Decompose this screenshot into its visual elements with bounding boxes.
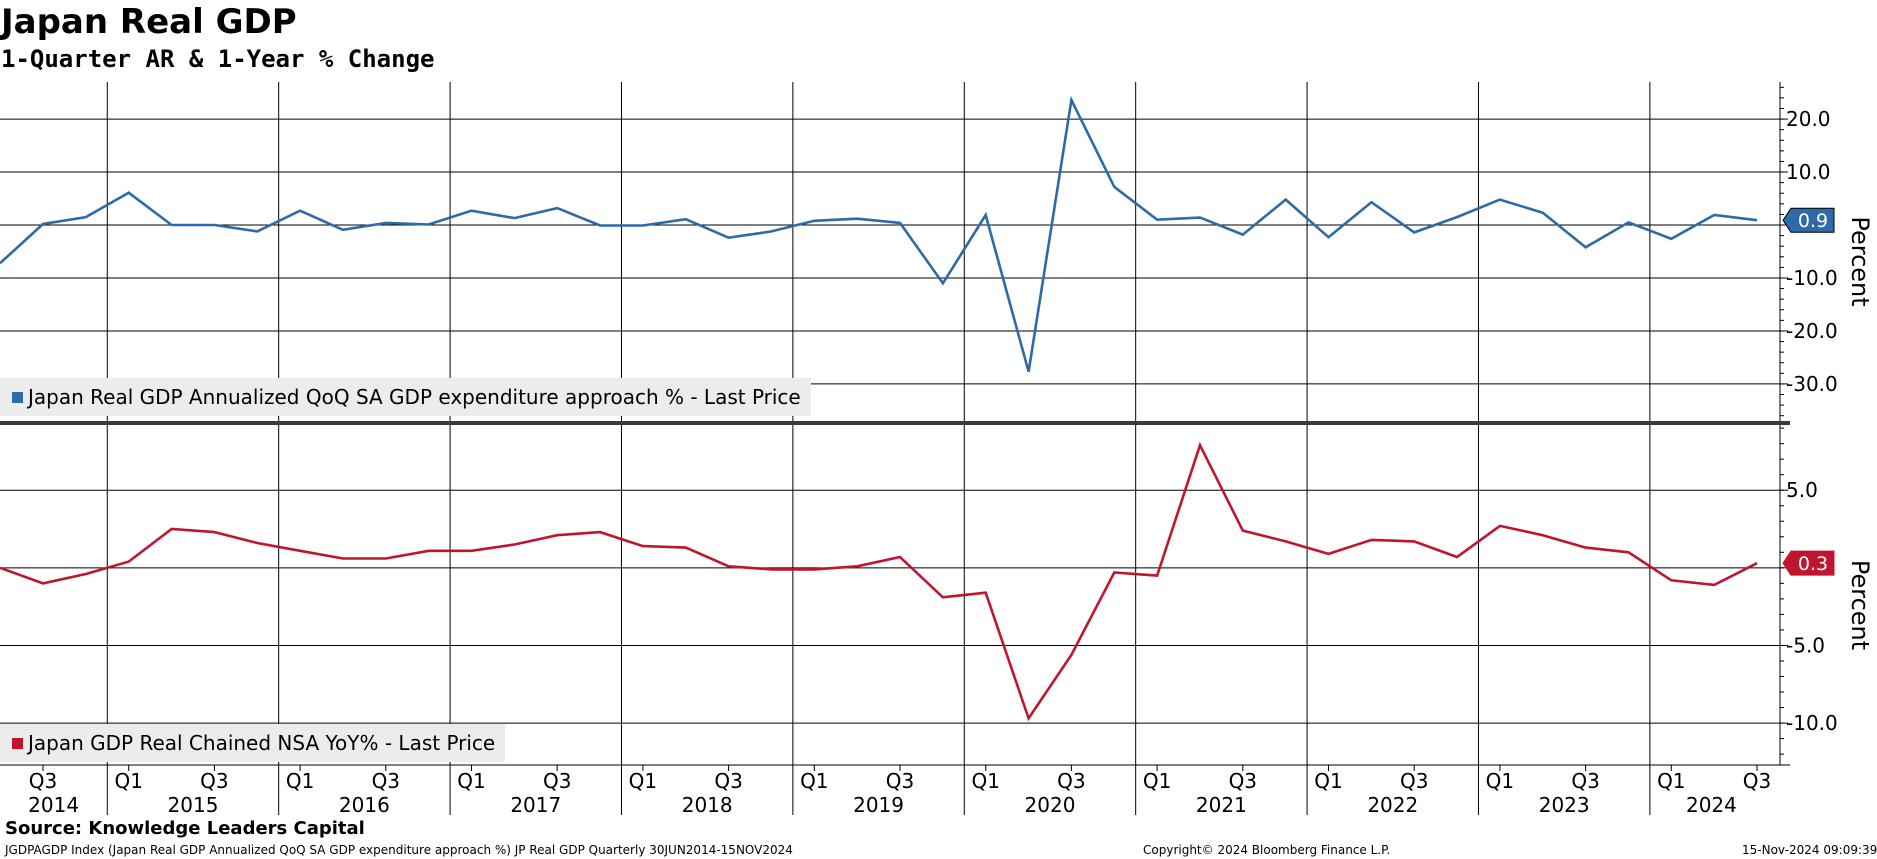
x-tick-label: Q1 [1314,769,1342,793]
series-line-yoy [0,441,1758,722]
y-axis-title: Percent [1846,216,1874,306]
footer-ticker-info: JGDPAGDP Index (Japan Real GDP Annualize… [5,843,793,857]
x-tick-label: Q3 [543,769,571,793]
last-value-badge [1782,207,1835,233]
footer-copyright: Copyright© 2024 Bloomberg Finance L.P. [1143,843,1391,857]
legend-swatch-red [12,738,23,749]
chart-subtitle: 1-Quarter AR & 1-Year % Change [1,45,435,73]
legend-label-yoy: Japan GDP Real Chained NSA YoY% - Last P… [28,731,496,755]
year-label: 2014 [28,793,79,817]
y-tick-label: -10.0 [1786,711,1838,735]
legend-label-qoq: Japan Real GDP Annualized QoQ SA GDP exp… [28,385,801,409]
x-tick-label: Q3 [714,769,742,793]
legend-swatch-blue [12,392,23,403]
x-tick-label: Q1 [286,769,314,793]
x-tick-label: Q3 [1400,769,1428,793]
y-axis-title: Percent [1846,560,1874,650]
year-label: 2018 [682,793,733,817]
chart-title: Japan Real GDP [1,2,297,42]
year-label: 2016 [339,793,390,817]
x-tick-label: Q3 [1057,769,1085,793]
year-label: 2020 [1025,793,1076,817]
x-tick-label: Q1 [1486,769,1514,793]
year-label: 2019 [853,793,904,817]
panel-separator [0,421,1790,425]
year-label: 2023 [1539,793,1590,817]
year-label: 2021 [1196,793,1247,817]
x-tick-label: Q3 [1571,769,1599,793]
legend-bottom: Japan GDP Real Chained NSA YoY% - Last P… [0,724,506,762]
series-line-qoq [0,95,1758,373]
y-tick-label: -20.0 [1786,319,1838,343]
y-tick-label: 20.0 [1786,107,1831,131]
year-label: 2024 [1686,793,1737,817]
x-tick-label: Q3 [29,769,57,793]
y-tick-label: -10.0 [1786,266,1838,290]
year-label: 2022 [1367,793,1418,817]
x-tick-label: Q3 [1229,769,1257,793]
y-tick-label: -30.0 [1786,372,1838,396]
x-tick-label: Q3 [372,769,400,793]
source-note: Source: Knowledge Leaders Capital [5,818,365,839]
y-tick-label: -5.0 [1786,633,1825,657]
x-tick-label: Q1 [971,769,999,793]
x-tick-label: Q1 [114,769,142,793]
last-value-label: 0.3 [1798,553,1828,575]
y-tick-label: 10.0 [1786,160,1831,184]
year-label: 2015 [168,793,219,817]
x-tick-label: Q1 [457,769,485,793]
x-tick-label: Q1 [800,769,828,793]
x-tick-label: Q3 [200,769,228,793]
x-tick-label: Q1 [1657,769,1685,793]
footer-timestamp: 15-Nov-2024 09:09:39 [1742,843,1877,857]
legend-top: Japan Real GDP Annualized QoQ SA GDP exp… [0,378,811,416]
x-tick-label: Q1 [1143,769,1171,793]
x-tick-label: Q3 [1743,769,1771,793]
y-tick-label: 5.0 [1786,478,1818,502]
last-value-badge [1782,550,1835,576]
last-value-label: 0.9 [1798,210,1828,232]
x-tick-label: Q1 [629,769,657,793]
x-tick-label: Q3 [886,769,914,793]
year-label: 2017 [510,793,561,817]
